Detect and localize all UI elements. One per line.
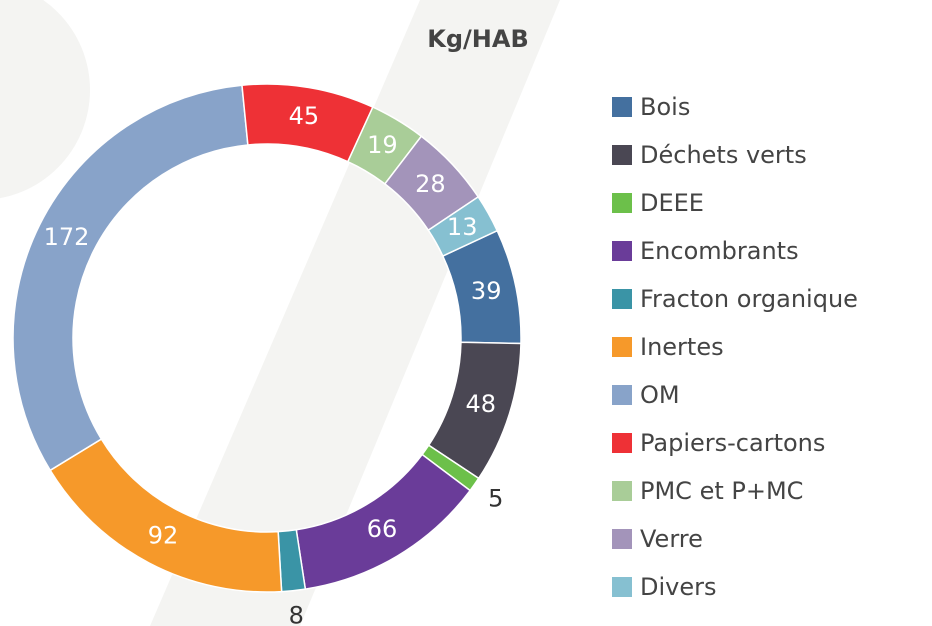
data-label: 48 xyxy=(465,390,496,418)
legend-swatch xyxy=(612,241,632,261)
legend-swatch xyxy=(612,145,632,165)
background-shape xyxy=(0,0,90,199)
data-label: 92 xyxy=(148,521,179,549)
donut-slice xyxy=(12,84,249,472)
legend-label: Déchets verts xyxy=(640,141,807,169)
legend-swatch xyxy=(612,289,632,309)
data-label: 8 xyxy=(289,601,304,626)
legend-swatch xyxy=(612,337,632,357)
legend-swatch xyxy=(612,193,632,213)
legend-label: Bois xyxy=(640,93,690,121)
data-label: 19 xyxy=(367,131,398,159)
legend-label: DEEE xyxy=(640,189,704,217)
legend-label: Verre xyxy=(640,525,703,553)
legend-label: Inertes xyxy=(640,333,724,361)
data-label: 45 xyxy=(289,102,320,130)
data-label: 13 xyxy=(447,213,478,241)
data-label: 5 xyxy=(488,484,503,512)
chart-title: Kg/HAB xyxy=(427,25,529,53)
legend-label: Papiers-cartons xyxy=(640,429,825,457)
legend-swatch xyxy=(612,97,632,117)
data-label: 66 xyxy=(367,515,398,543)
legend-swatch xyxy=(612,433,632,453)
data-label: 28 xyxy=(415,170,446,198)
legend-label: PMC et P+MC xyxy=(640,477,803,505)
legend-label: Fracton organique xyxy=(640,285,858,313)
legend-label: OM xyxy=(640,381,680,409)
donut-slice xyxy=(427,195,499,258)
data-label: 172 xyxy=(44,223,90,251)
legend-label: Divers xyxy=(640,573,717,601)
background-shape xyxy=(150,0,560,626)
data-label: 39 xyxy=(471,277,502,305)
legend-swatch xyxy=(612,529,632,549)
legend-label: Encombrants xyxy=(640,237,799,265)
legend-swatch xyxy=(612,481,632,501)
legend-swatch xyxy=(612,577,632,597)
legend-swatch xyxy=(612,385,632,405)
